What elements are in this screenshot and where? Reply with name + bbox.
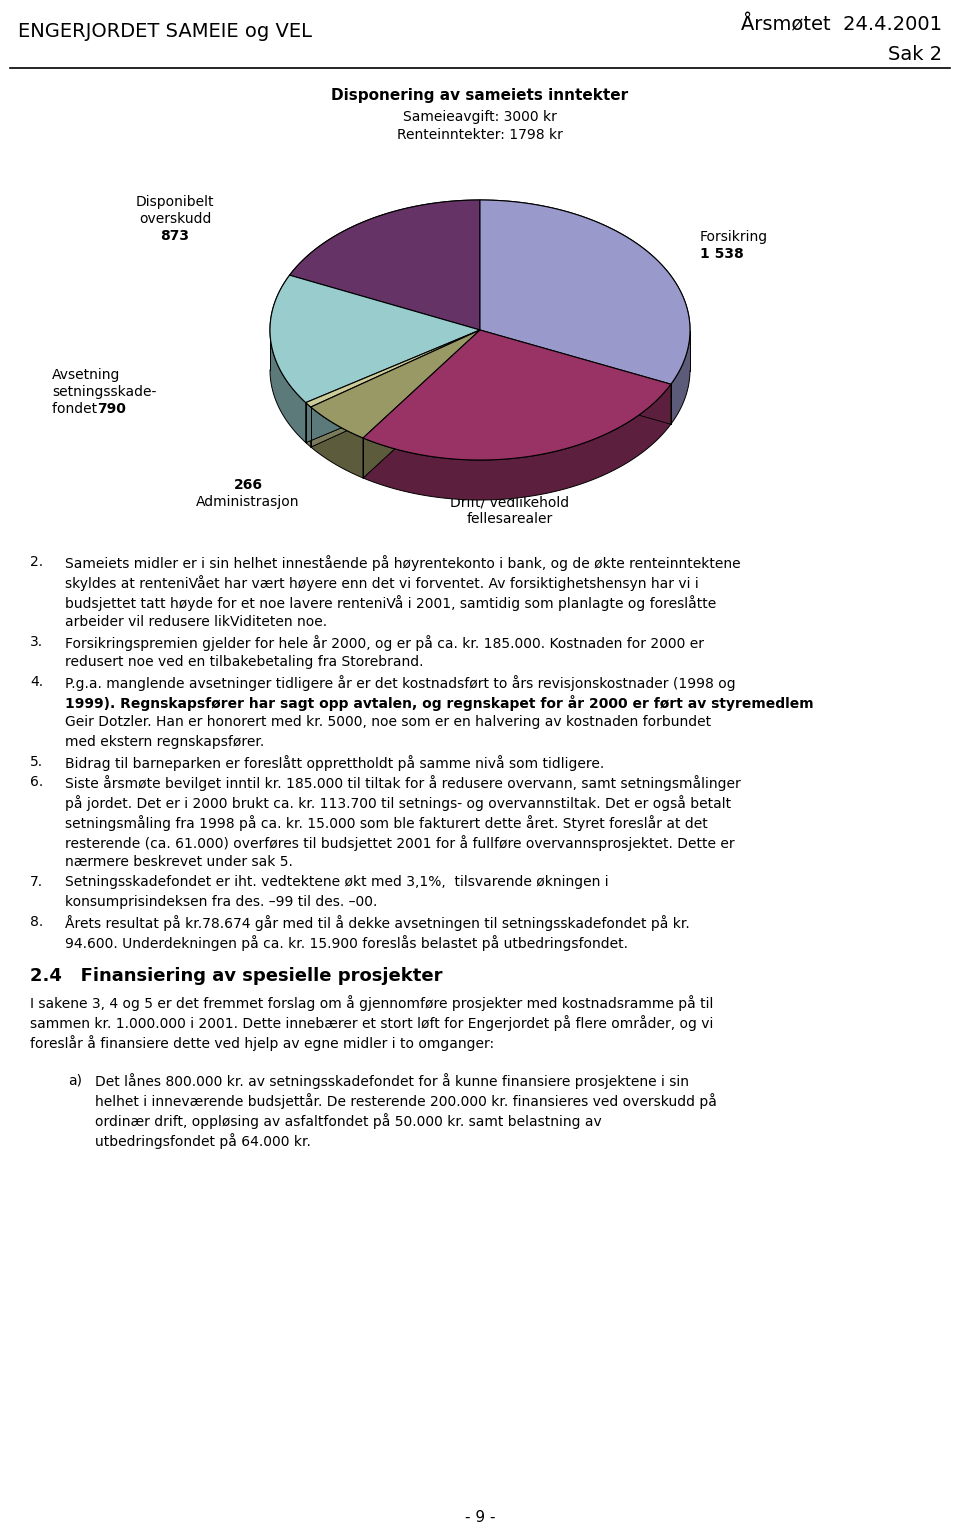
Text: setningsmåling fra 1998 på ca. kr. 15.000 som ble fakturert dette året. Styret f: setningsmåling fra 1998 på ca. kr. 15.00…	[65, 815, 708, 831]
Text: Årets resultat på kr.78.674 går med til å dekke avsetningen til setningsskadefon: Årets resultat på kr.78.674 går med til …	[65, 915, 689, 930]
Text: Bidrag til barneparken er foreslått opprettholdt på samme nivå som tidligere.: Bidrag til barneparken er foreslått oppr…	[65, 754, 604, 771]
Polygon shape	[671, 330, 690, 424]
Polygon shape	[480, 330, 671, 424]
Polygon shape	[306, 402, 311, 447]
Text: på jordet. Det er i 2000 brukt ca. kr. 113.700 til setnings- og overvannstiltak.: på jordet. Det er i 2000 brukt ca. kr. 1…	[65, 796, 732, 811]
Polygon shape	[306, 330, 480, 442]
Polygon shape	[311, 407, 363, 477]
Text: 3.: 3.	[30, 635, 43, 649]
Polygon shape	[270, 275, 480, 402]
Text: Det lånes 800.000 kr. av setningsskadefondet for å kunne finansiere prosjektene : Det lånes 800.000 kr. av setningsskadefo…	[95, 1073, 689, 1089]
Text: 266: 266	[233, 477, 262, 493]
Text: 1999). Regnskapsfører har sagt opp avtalen, og regnskapet for år 2000 er ført av: 1999). Regnskapsfører har sagt opp avtal…	[65, 695, 814, 711]
Polygon shape	[363, 330, 480, 477]
Text: 1 538: 1 538	[700, 246, 744, 262]
Text: skyldes at renteniVået har vært høyere enn det vi forventet. Av forsiktighetshen: skyldes at renteniVået har vært høyere e…	[65, 575, 699, 591]
Text: Drift/ vedlikehold: Drift/ vedlikehold	[450, 496, 569, 509]
Text: fondet: fondet	[52, 402, 102, 416]
Text: Geir Dotzler. Han er honorert med kr. 5000, noe som er en halvering av kostnaden: Geir Dotzler. Han er honorert med kr. 50…	[65, 715, 711, 728]
Polygon shape	[480, 200, 690, 384]
Text: Disponering av sameiets inntekter: Disponering av sameiets inntekter	[331, 89, 629, 103]
Polygon shape	[306, 330, 480, 442]
Text: 873: 873	[160, 230, 189, 243]
Text: 7.: 7.	[30, 875, 43, 889]
Text: Sameieavgift: 3000 kr: Sameieavgift: 3000 kr	[403, 110, 557, 124]
Polygon shape	[270, 275, 480, 402]
Text: 2.: 2.	[30, 555, 43, 569]
Text: Renteinntekter: 1798 kr: Renteinntekter: 1798 kr	[397, 129, 563, 142]
Text: Forsikring: Forsikring	[700, 230, 768, 243]
Polygon shape	[363, 384, 671, 500]
Text: 6.: 6.	[30, 776, 43, 789]
Text: Sameiets midler er i sin helhet innestående på høyrentekonto i bank, og de økte : Sameiets midler er i sin helhet inneståe…	[65, 555, 740, 571]
Text: sammen kr. 1.000.000 i 2001. Dette innebærer et stort løft for Engerjordet på fl: sammen kr. 1.000.000 i 2001. Dette inneb…	[30, 1014, 713, 1031]
Text: overskudd: overskudd	[139, 213, 211, 226]
Polygon shape	[311, 330, 480, 438]
Polygon shape	[311, 330, 480, 438]
Text: 5.: 5.	[30, 754, 43, 770]
Text: I sakene 3, 4 og 5 er det fremmet forslag om å gjennomføre prosjekter med kostna: I sakene 3, 4 og 5 er det fremmet forsla…	[30, 994, 713, 1011]
Text: 2.4   Finansiering av spesielle prosjekter: 2.4 Finansiering av spesielle prosjekter	[30, 967, 443, 985]
Text: foreslår å finansiere dette ved hjelp av egne midler i to omganger:: foreslår å finansiere dette ved hjelp av…	[30, 1034, 494, 1051]
Polygon shape	[306, 330, 480, 407]
Text: resterende (ca. 61.000) overføres til budsjettet 2001 for å fullføre overvannspr: resterende (ca. 61.000) overføres til bu…	[65, 835, 734, 851]
Polygon shape	[270, 330, 306, 442]
Text: nærmere beskrevet under sak 5.: nærmere beskrevet under sak 5.	[65, 855, 293, 869]
Text: konsumprisindeksen fra des. –99 til des. –00.: konsumprisindeksen fra des. –99 til des.…	[65, 895, 377, 909]
Text: P.g.a. manglende avsetninger tidligere år er det kostnadsført to års revisjonsko: P.g.a. manglende avsetninger tidligere å…	[65, 675, 735, 692]
Polygon shape	[480, 200, 690, 384]
Text: helhet i inneværende budsjettår. De resterende 200.000 kr. finansieres ved overs: helhet i inneværende budsjettår. De rest…	[95, 1092, 717, 1109]
Text: Sak 2: Sak 2	[888, 44, 942, 64]
Text: Avsetning: Avsetning	[52, 369, 120, 382]
Text: 4.: 4.	[30, 675, 43, 688]
Text: Administrasjon: Administrasjon	[196, 496, 300, 509]
Text: Setningsskadefondet er iht. vedtektene økt med 3,1%,  tilsvarende økningen i: Setningsskadefondet er iht. vedtektene ø…	[65, 875, 609, 889]
Polygon shape	[311, 330, 480, 447]
Text: - 9 -: - 9 -	[465, 1510, 495, 1525]
Polygon shape	[306, 330, 480, 407]
Polygon shape	[363, 330, 671, 461]
Text: Siste årsmøte bevilget inntil kr. 185.000 til tiltak for å redusere overvann, sa: Siste årsmøte bevilget inntil kr. 185.00…	[65, 776, 741, 791]
Text: Forsikringspremien gjelder for hele år 2000, og er på ca. kr. 185.000. Kostnaden: Forsikringspremien gjelder for hele år 2…	[65, 635, 704, 650]
Text: budsjettet tatt høyde for et noe lavere renteniVå i 2001, samtidig som planlagte: budsjettet tatt høyde for et noe lavere …	[65, 595, 716, 610]
Polygon shape	[290, 200, 480, 330]
Polygon shape	[480, 330, 671, 424]
Text: arbeider vil redusere likViditeten noe.: arbeider vil redusere likViditeten noe.	[65, 615, 327, 629]
Text: redusert noe ved en tilbakebetaling fra Storebrand.: redusert noe ved en tilbakebetaling fra …	[65, 655, 423, 669]
Text: 1 331: 1 331	[489, 477, 532, 493]
Text: setningsskade-: setningsskade-	[52, 386, 156, 399]
Text: utbedringsfondet på 64.000 kr.: utbedringsfondet på 64.000 kr.	[95, 1134, 311, 1149]
Text: 8.: 8.	[30, 915, 43, 929]
Polygon shape	[363, 330, 671, 461]
Text: ENGERJORDET SAMEIE og VEL: ENGERJORDET SAMEIE og VEL	[18, 21, 312, 41]
Text: 790: 790	[97, 402, 126, 416]
Text: a): a)	[68, 1073, 82, 1086]
Text: fellesarealer: fellesarealer	[467, 513, 553, 526]
Text: med ekstern regnskapsfører.: med ekstern regnskapsfører.	[65, 734, 264, 750]
Polygon shape	[311, 330, 480, 447]
Text: Disponibelt: Disponibelt	[135, 194, 214, 210]
Text: ordinær drift, oppløsing av asfaltfondet på 50.000 kr. samt belastning av: ordinær drift, oppløsing av asfaltfondet…	[95, 1112, 602, 1129]
Polygon shape	[363, 330, 480, 477]
Polygon shape	[290, 200, 480, 330]
Text: Årsmøtet  24.4.2001: Årsmøtet 24.4.2001	[741, 15, 942, 34]
Text: 94.600. Underdekningen på ca. kr. 15.900 foreslås belastet på utbedringsfondet.: 94.600. Underdekningen på ca. kr. 15.900…	[65, 935, 628, 952]
